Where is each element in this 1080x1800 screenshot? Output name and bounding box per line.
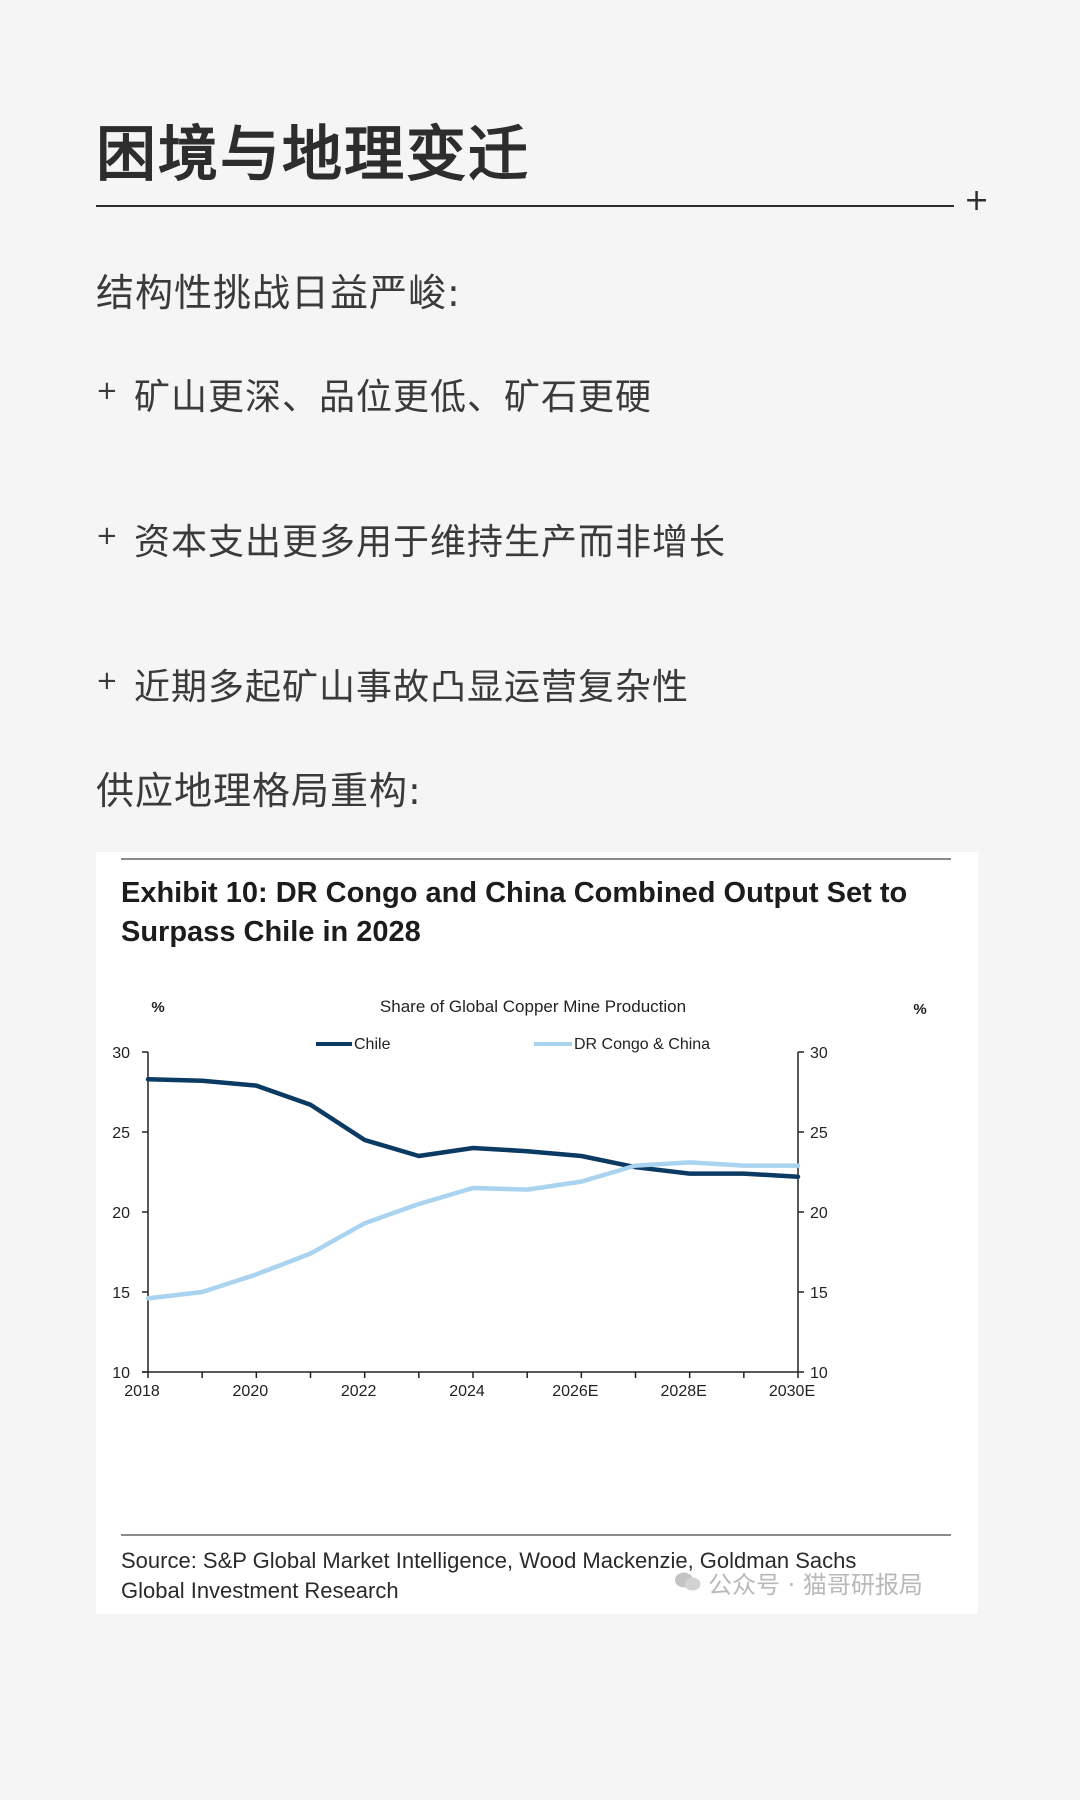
plus-icon: + bbox=[96, 666, 119, 696]
bullet-text: 资本支出更多用于维持生产而非增长 bbox=[134, 522, 727, 563]
y-tick-label-right: 10 bbox=[810, 1365, 828, 1382]
y-tick-label-left: 15 bbox=[112, 1285, 130, 1302]
y-tick-label-left: 20 bbox=[112, 1205, 130, 1222]
x-tick-label: 2024 bbox=[449, 1383, 485, 1400]
chart-title: Share of Global Copper Mine Production bbox=[380, 997, 686, 1016]
plus-icon: + bbox=[96, 521, 119, 551]
x-tick-label: 2022 bbox=[341, 1383, 377, 1400]
bullet-item: + 资本支出更多用于维持生产而非增长 bbox=[96, 513, 726, 565]
left-axis-unit: % bbox=[151, 999, 164, 1016]
section-heading-challenges: 结构性挑战日益严峻: bbox=[96, 271, 461, 315]
wechat-icon bbox=[674, 1571, 702, 1599]
watermark: 公众号 · 猫哥研报局 bbox=[674, 1565, 923, 1600]
legend-label-chile: Chile bbox=[354, 1036, 391, 1053]
y-tick-label-left: 10 bbox=[112, 1365, 130, 1382]
exhibit-top-rule bbox=[121, 858, 951, 860]
series-line-chile bbox=[145, 1076, 801, 1180]
watermark-text: 公众号 · 猫哥研报局 bbox=[708, 1571, 923, 1599]
section-heading-geography: 供应地理格局重构: bbox=[96, 769, 422, 813]
series-line-drc-china bbox=[145, 1160, 801, 1301]
exhibit-bottom-rule bbox=[121, 1534, 951, 1536]
x-tick-label: 2018 bbox=[124, 1383, 160, 1400]
plus-icon: + bbox=[96, 376, 119, 406]
y-tick-label-right: 20 bbox=[810, 1205, 828, 1222]
bullet-text: 矿山更深、品位更低、矿石更硬 bbox=[134, 377, 653, 418]
x-tick-label: 2030E bbox=[769, 1383, 815, 1400]
bullet-item: + 近期多起矿山事故凸显运营复杂性 bbox=[96, 658, 689, 710]
bullet-item: + 矿山更深、品位更低、矿石更硬 bbox=[96, 368, 652, 420]
divider-plus-icon: + bbox=[964, 183, 990, 218]
x-tick-label: 2020 bbox=[233, 1383, 269, 1400]
page-title: 困境与地理变迁 bbox=[96, 120, 530, 190]
y-tick-label-right: 25 bbox=[810, 1125, 828, 1142]
exhibit-figure: Exhibit 10: DR Congo and China Combined … bbox=[96, 852, 978, 1614]
x-tick-label: 2026E bbox=[552, 1383, 598, 1400]
line-chart: Share of Global Copper Mine Production %… bbox=[112, 997, 926, 1400]
y-tick-label-right: 15 bbox=[810, 1285, 828, 1302]
title-divider bbox=[96, 205, 954, 207]
chart-lines bbox=[145, 1076, 801, 1301]
y-tick-label-left: 30 bbox=[112, 1045, 130, 1062]
exhibit-source: Source: S&P Global Market Intelligence, … bbox=[121, 1548, 857, 1603]
bullet-text: 近期多起矿山事故凸显运营复杂性 bbox=[134, 667, 690, 708]
chart-legend: Chile DR Congo & China bbox=[316, 1036, 710, 1053]
y-tick-label-right: 30 bbox=[810, 1045, 828, 1062]
exhibit-title: Exhibit 10: DR Congo and China Combined … bbox=[121, 877, 908, 948]
right-axis-unit: % bbox=[913, 1001, 926, 1018]
y-tick-label-left: 25 bbox=[112, 1125, 130, 1142]
legend-label-drc-china: DR Congo & China bbox=[574, 1036, 710, 1053]
x-tick-label: 2028E bbox=[661, 1383, 707, 1400]
